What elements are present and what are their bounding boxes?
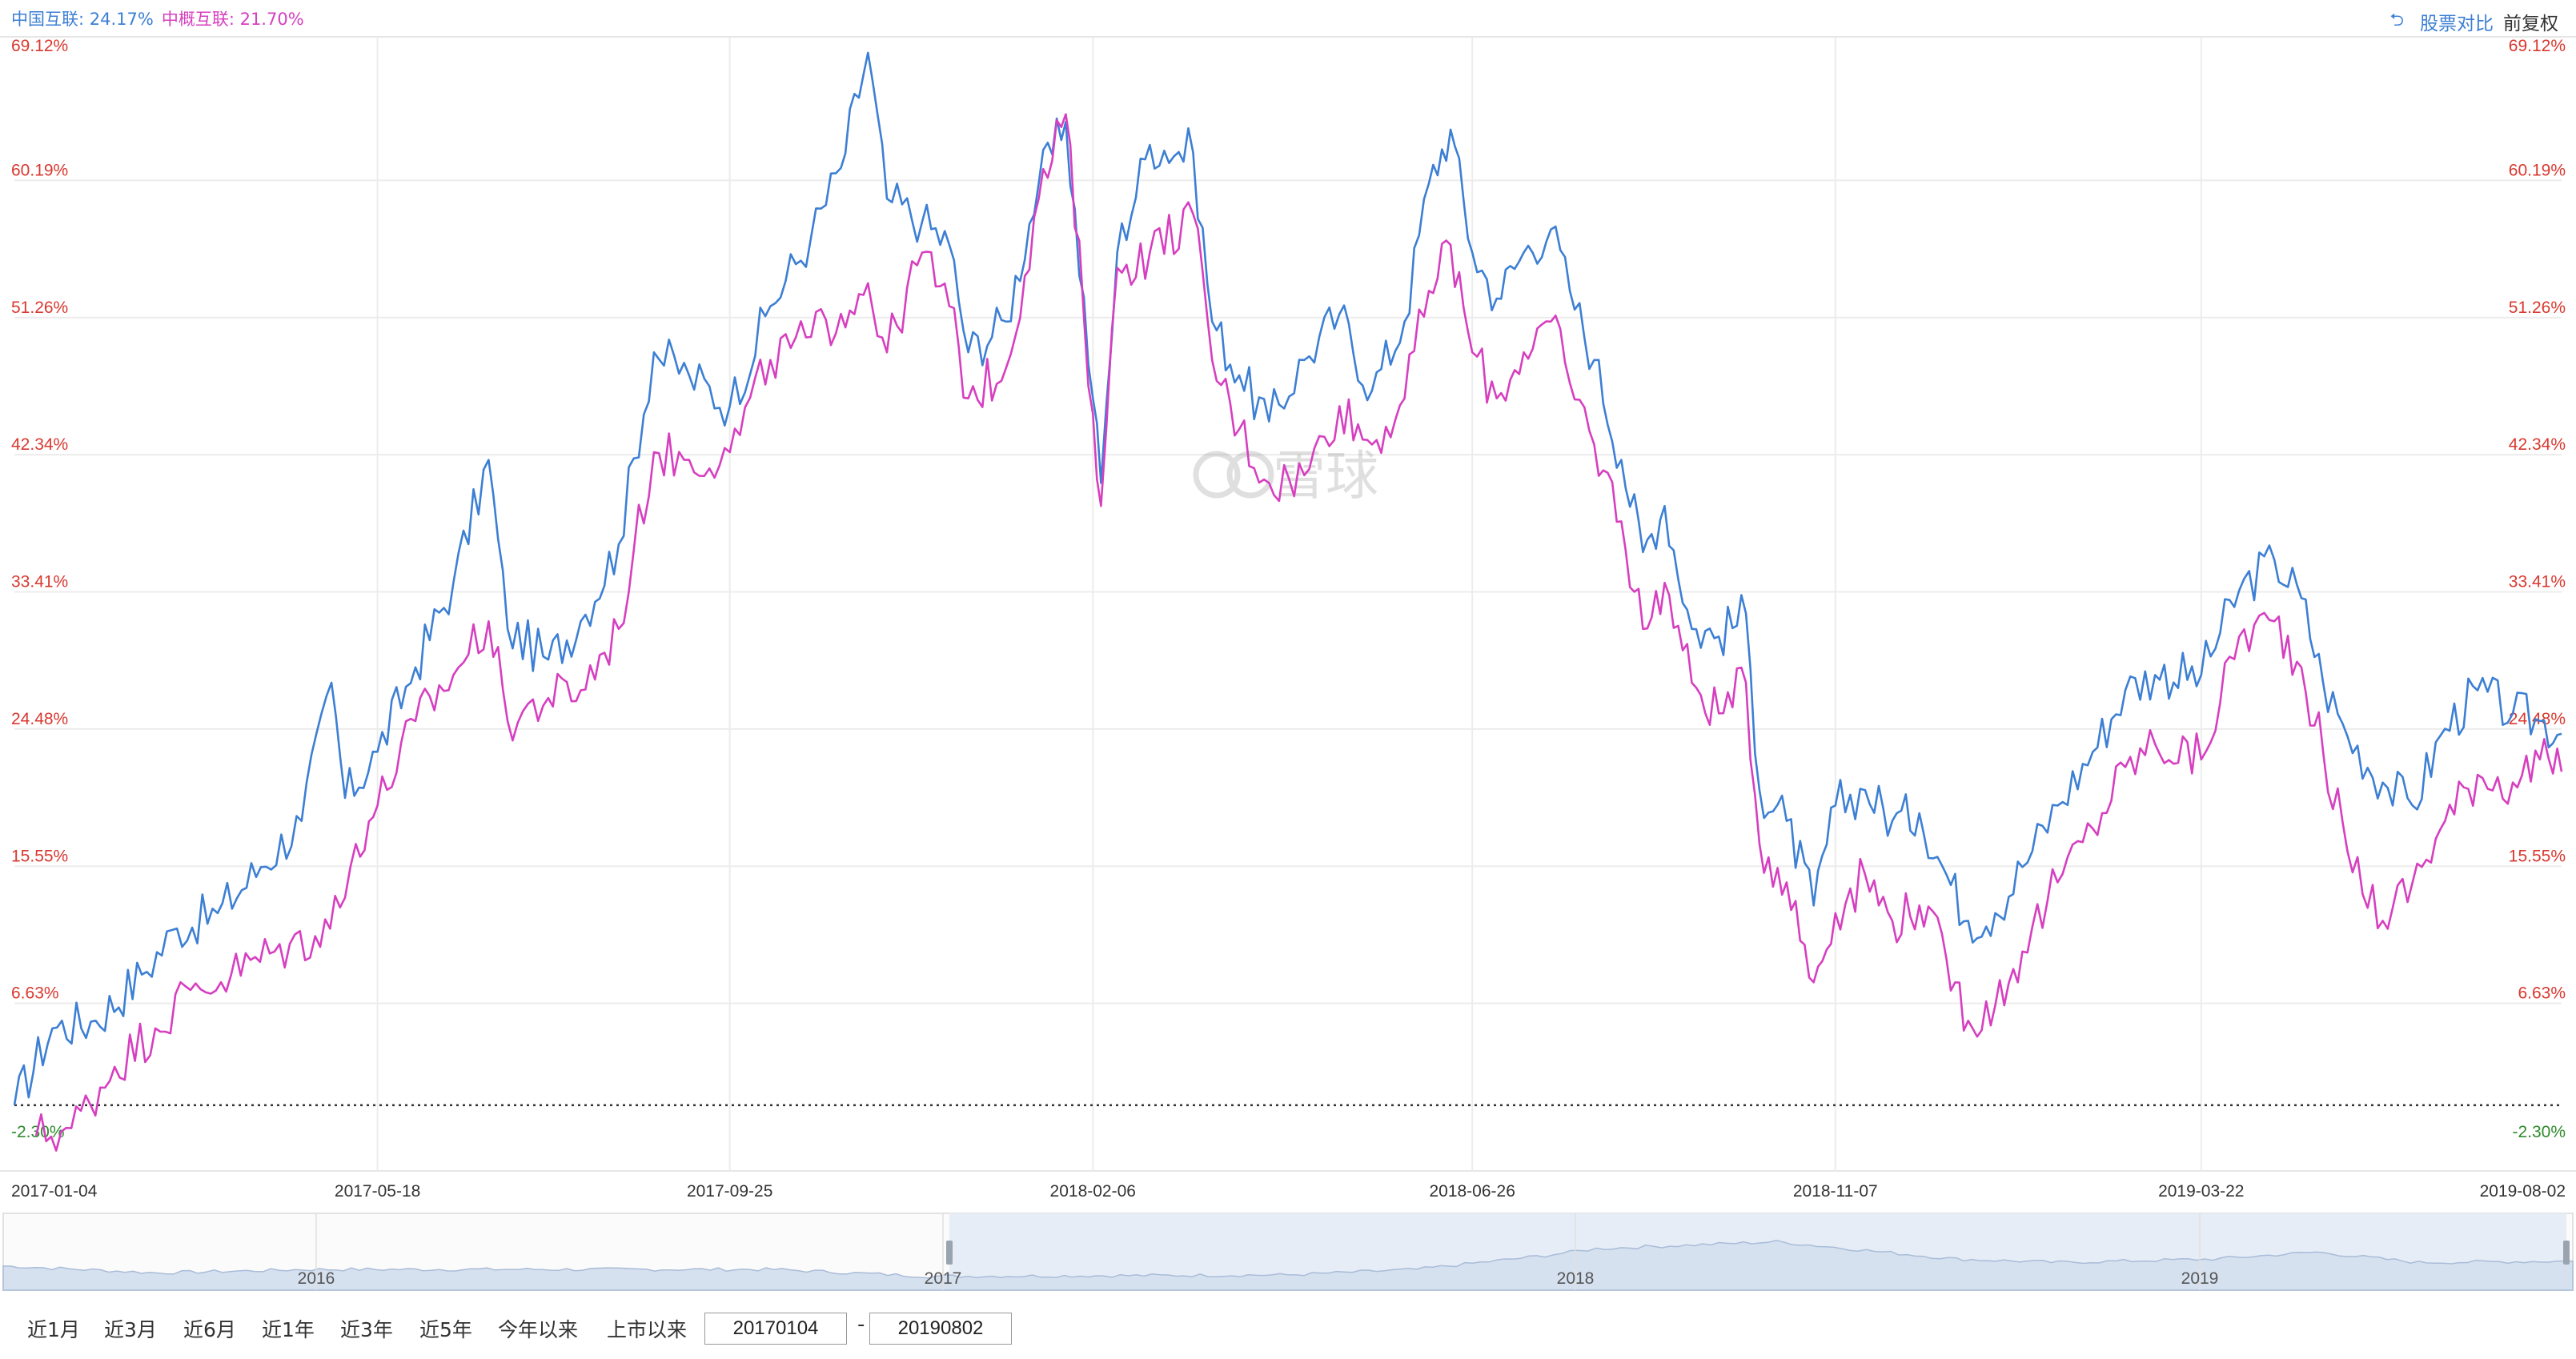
range-button-1m[interactable]: 近1月: [27, 1318, 80, 1341]
chart-legend: 中国互联: 24.17% 中概互联: 21.70%: [11, 6, 312, 30]
navigator-year-label: 2016: [298, 1269, 335, 1288]
navigator-selection: [949, 1213, 2566, 1290]
y-tick-label-left: 24.48%: [11, 710, 68, 728]
range-button-1y[interactable]: 近1年: [262, 1318, 315, 1341]
series-line-2: [34, 113, 2563, 1152]
x-tick-label: 2018-02-06: [1050, 1182, 1136, 1201]
range-button-5y[interactable]: 近5年: [419, 1318, 472, 1341]
return-icon[interactable]: ⮌: [2389, 10, 2404, 30]
legend-series-1: 中国互联: 24.17%: [11, 10, 154, 29]
x-tick-label: 2018-11-07: [1793, 1182, 1878, 1201]
range-button-3y[interactable]: 近3年: [340, 1318, 393, 1341]
y-tick-label-right: -2.30%: [2512, 1123, 2566, 1141]
range-controls: 近1月 近3月 近6月 近1年 近3年 近5年 今年以来 上市以来 201701…: [0, 1298, 2576, 1359]
watermark-logo-icon-part: [1226, 451, 1274, 499]
y-tick-label-right: 42.34%: [2509, 435, 2566, 454]
start-date-input[interactable]: 20170104: [704, 1313, 847, 1345]
y-tick-label-left: 69.12%: [11, 37, 68, 55]
date-separator: -: [857, 1313, 865, 1337]
x-tick-label: 2019-08-02: [2480, 1182, 2566, 1201]
range-button-since-listing[interactable]: 上市以来: [607, 1318, 688, 1341]
range-button-ytd[interactable]: 今年以来: [498, 1318, 579, 1341]
x-tick-label: 2017-05-18: [335, 1182, 420, 1201]
navigator-left-handle: [946, 1241, 953, 1265]
stock-compare-button[interactable]: 股票对比: [2420, 14, 2494, 34]
main-chart[interactable]: 69.12% 69.12% 60.19% 60.19% 51.26% 51.26% 42.3…: [0, 0, 2576, 1217]
navigator-year-label: 2019: [2181, 1269, 2219, 1288]
y-tick-label-right: 51.26%: [2509, 299, 2566, 317]
range-button-6m[interactable]: 近6月: [183, 1318, 236, 1341]
navigator-area: [2, 1240, 2574, 1291]
x-tick-label: 2019-03-22: [2158, 1182, 2244, 1201]
range-button-3m[interactable]: 近3月: [104, 1318, 157, 1341]
y-tick-label-left: 15.55%: [11, 847, 68, 865]
y-tick-label-right: 6.63%: [2518, 984, 2566, 1003]
navigator-frame: [2, 1213, 2574, 1291]
y-tick-label-right: 15.55%: [2509, 847, 2566, 865]
y-tick-label-right: 69.12%: [2509, 37, 2566, 55]
x-tick-label: 2018-06-26: [1429, 1182, 1515, 1201]
y-tick-label-left: 42.34%: [11, 435, 68, 454]
legend-series-2: 中概互联: 21.70%: [161, 10, 304, 29]
y-tick-label-left: 6.63%: [11, 984, 59, 1003]
navigator-right-handle: [2563, 1241, 2570, 1265]
x-tick-label: 2017-09-25: [687, 1182, 772, 1201]
end-date-input[interactable]: 20190802: [869, 1313, 1012, 1345]
watermark: 雪球: [1193, 445, 1378, 507]
watermark-logo-icon: [1193, 451, 1241, 499]
y-tick-label-left: 33.41%: [11, 573, 68, 591]
y-tick-label-right: 33.41%: [2509, 573, 2566, 591]
y-tick-label-left: 60.19%: [11, 161, 68, 179]
chart-toolbar: ⮌ 股票对比 前复权: [2383, 6, 2558, 37]
navigator-year-label: 2018: [1557, 1269, 1595, 1288]
y-tick-label-left: 51.26%: [11, 299, 68, 317]
x-tick-label: 2017-01-04: [11, 1182, 98, 1201]
series-line-1: [13, 51, 2562, 1106]
watermark-text: 雪球: [1273, 445, 1378, 507]
price-adjust-button[interactable]: 前复权: [2503, 14, 2558, 34]
y-tick-label-right: 60.19%: [2509, 161, 2566, 179]
navigator-year-label: 2017: [925, 1269, 962, 1288]
